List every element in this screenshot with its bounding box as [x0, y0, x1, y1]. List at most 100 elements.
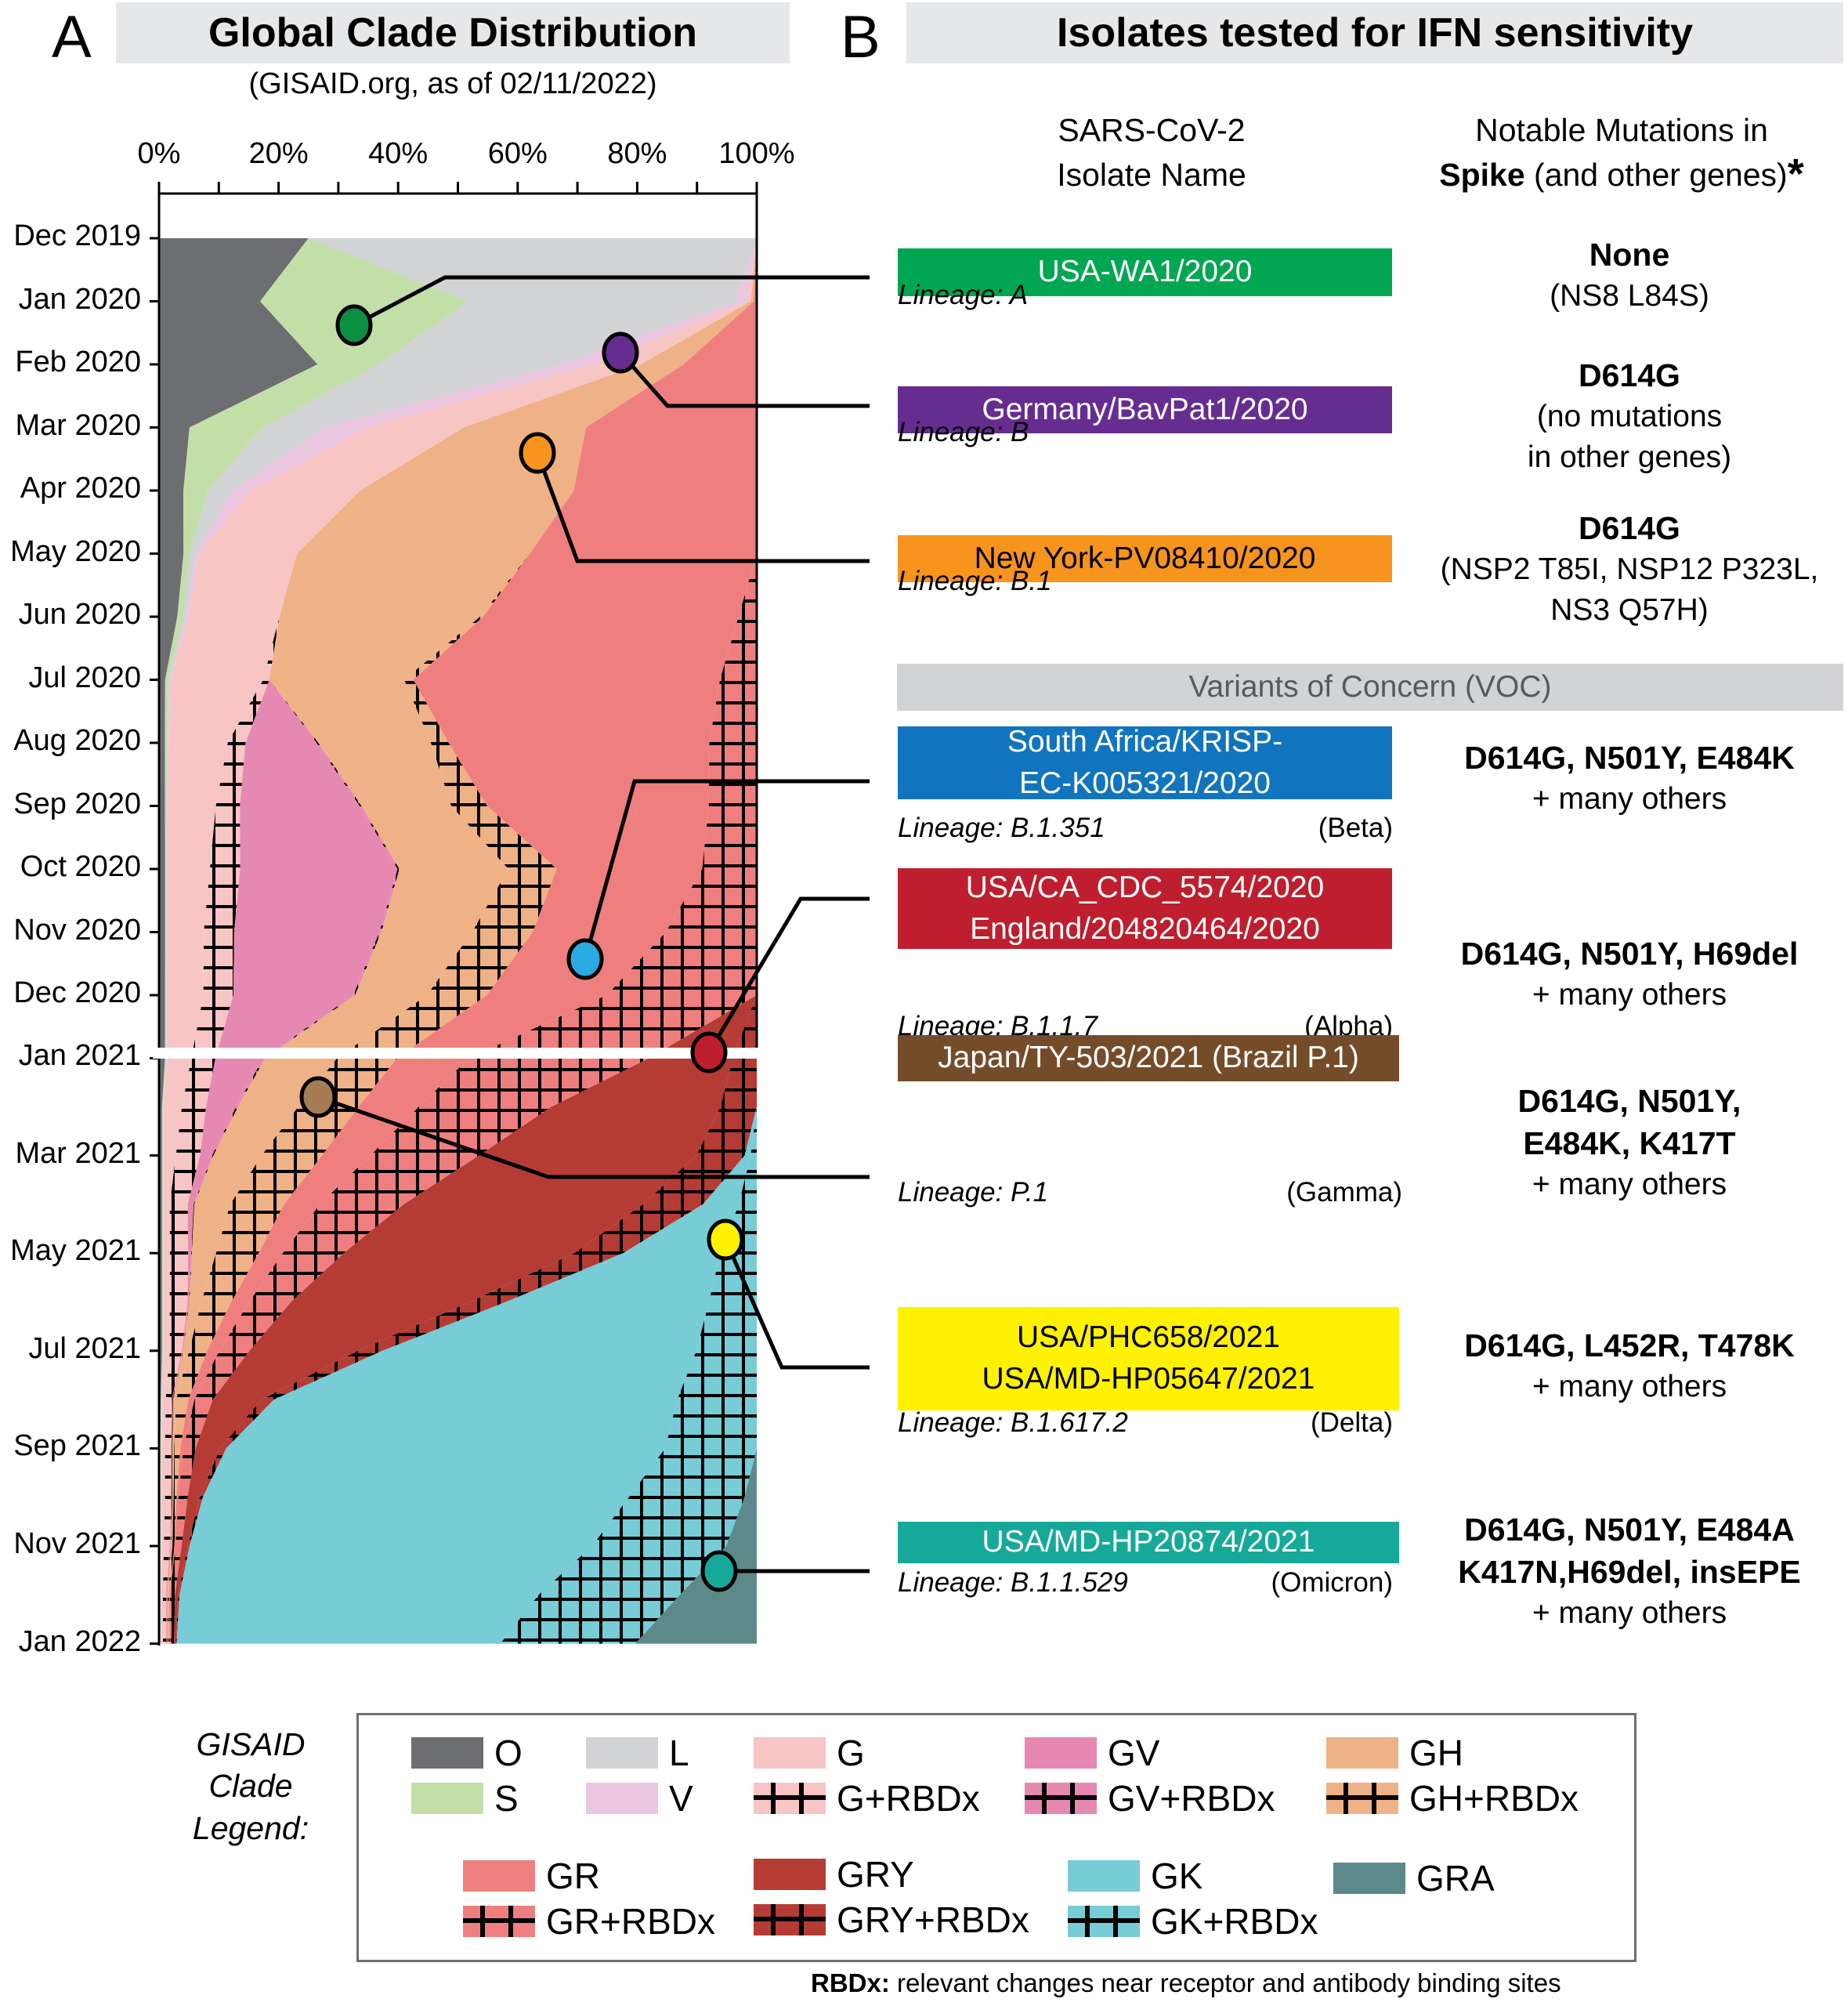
- spike-mutations: D614G, N501Y, E484K: [1464, 740, 1795, 776]
- y-tick-label: May 2021: [10, 1234, 141, 1268]
- legend-item: GR: [463, 1855, 600, 1897]
- other-mutations: + many others: [1532, 782, 1727, 817]
- isolate-name: Japan/TY-503/2021 (Brazil P.1): [938, 1041, 1359, 1075]
- hatch-g-rbdx: [162, 1058, 215, 1644]
- legend-item-label: GK+RBDx: [1151, 1901, 1318, 1942]
- legend-item: GRY+RBDx: [754, 1899, 1029, 1941]
- panel-a-letter: A: [52, 4, 92, 71]
- color-swatch-icon: [1025, 1737, 1097, 1769]
- isolate-name: USA/CA_CDC_5574/2020: [965, 870, 1325, 904]
- legend-item: GK: [1068, 1855, 1202, 1897]
- asterisk: *: [1787, 150, 1804, 198]
- mutation-list: D614G, N501Y, E484K + many others: [1410, 737, 1848, 820]
- area-gv: [215, 238, 757, 1059]
- legend-item: GRA: [1333, 1857, 1495, 1899]
- area-gry: [173, 1058, 733, 1644]
- legend-item-label: GR+RBDx: [546, 1901, 715, 1942]
- color-swatch-icon: [411, 1783, 483, 1814]
- color-swatch-icon: [1326, 1737, 1398, 1769]
- hatch-gh-rbdx: [168, 1058, 397, 1644]
- y-tick-label: Dec 2019: [13, 219, 141, 252]
- spike-mutations: D614G, N501Y,: [1517, 1083, 1741, 1119]
- other-mutations: + many others: [1532, 1168, 1727, 1202]
- y-tick-label: Feb 2020: [15, 346, 141, 378]
- legend-item: GH: [1326, 1732, 1463, 1774]
- legend-item: GR+RBDx: [463, 1900, 715, 1943]
- legend-item: GV+RBDx: [1025, 1777, 1275, 1820]
- legend-item-label: GRY: [837, 1854, 914, 1895]
- legend-item: GV: [1025, 1732, 1159, 1774]
- other-mutations: + many others: [1532, 1370, 1727, 1404]
- x-tick-label: 80%: [607, 137, 667, 170]
- lineage-label: Lineage: B.1.1.529: [898, 1567, 1128, 1598]
- area-gv: [166, 1058, 264, 1644]
- panel-b-title: Isolates tested for IFN sensitivity: [906, 2, 1843, 63]
- legend-title-line: Legend:: [192, 1809, 309, 1846]
- x-tick-label: 40%: [368, 137, 429, 170]
- legend-title-line: Clade: [208, 1768, 293, 1805]
- other-mutations: NS3 Q57H): [1550, 592, 1709, 627]
- isolate-name: USA/MD-HP20874/2021: [982, 1525, 1315, 1559]
- isolate-markers: [299, 304, 744, 1592]
- hatch-gr-rbdx: [468, 238, 757, 1059]
- isolate-name-box: USA/PHC658/2021 USA/MD-HP05647/2021: [898, 1307, 1399, 1410]
- legend-item-label: S: [494, 1778, 519, 1819]
- y-tick-label: May 2020: [10, 534, 141, 568]
- footnote-term: RBDx:: [811, 1968, 890, 1997]
- mutation-list: D614G, N501Y, H69del + many others: [1410, 932, 1848, 1016]
- legend-item-label: G+RBDx: [837, 1778, 980, 1819]
- connector-line: [723, 1238, 870, 1370]
- isolate-column-header: SARS-CoV-2 Isolate Name: [932, 108, 1371, 198]
- y-tick-label: Nov 2020: [13, 913, 141, 947]
- isolate-marker: [519, 432, 556, 474]
- mutation-list: D614G (NSP2 T85I, NSP12 P323L, NS3 Q57H): [1410, 507, 1848, 630]
- y-tick-label: Jun 2020: [18, 598, 141, 631]
- color-swatch-icon: [463, 1860, 535, 1892]
- isolate-name: EC-K005321/2020: [1019, 766, 1271, 800]
- isolate-name-box: South Africa/KRISP- EC-K005321/2020: [898, 725, 1392, 800]
- connector-line: [583, 779, 870, 960]
- isolate-name-box: USA/CA_CDC_5574/2020 England/204820464/20…: [898, 868, 1392, 949]
- other-mutations: (NSP2 T85I, NSP12 P323L,: [1440, 552, 1819, 587]
- area-o: [159, 1058, 165, 1644]
- mutation-header-line2: Spike (and other genes)*: [1402, 153, 1841, 197]
- axes: [150, 182, 758, 1646]
- y-tick-label: Jan 2020: [18, 282, 141, 316]
- isolate-header-line2: Isolate Name: [1057, 157, 1246, 194]
- area-g: [167, 238, 758, 1059]
- spike-label: Spike: [1439, 157, 1525, 194]
- spike-mutations: None: [1589, 237, 1670, 273]
- color-swatch-icon: [1333, 1863, 1405, 1894]
- legend-box: [356, 1713, 1636, 1962]
- mutation-list: None (NS8 L84S): [1410, 234, 1848, 317]
- x-tick-label: 60%: [487, 137, 548, 170]
- legend-item-label: GRY+RBDx: [837, 1899, 1029, 1940]
- area-v: [161, 1058, 168, 1644]
- spike-mutations: D614G, N501Y, E484A: [1464, 1512, 1795, 1548]
- lineage-label: Lineage: B.1: [898, 566, 1052, 596]
- y-tick-label: Oct 2020: [20, 850, 141, 883]
- color-swatch-icon: [754, 1737, 826, 1769]
- variant-name: (Delta): [1310, 1407, 1393, 1438]
- isolate-marker: [299, 1076, 337, 1118]
- other-mutations: (no mutations: [1536, 400, 1723, 434]
- legend-item-label: GV: [1108, 1733, 1160, 1773]
- area-s: [159, 1058, 167, 1644]
- hatched-swatch-icon: [754, 1783, 826, 1814]
- lineage-label: Lineage: B.1.617.2: [898, 1407, 1128, 1438]
- other-genes-label: (and other genes): [1524, 157, 1788, 194]
- y-tick-label: Mar 2021: [15, 1136, 141, 1170]
- lineage-label: Lineage: A: [898, 280, 1029, 310]
- other-mutations: in other genes): [1527, 440, 1732, 474]
- connector-line: [707, 896, 870, 1054]
- legend-title-line: GISAID: [196, 1726, 306, 1762]
- color-swatch-icon: [586, 1737, 658, 1769]
- y-tick-label: Apr 2020: [20, 472, 141, 505]
- legend-item: GH+RBDx: [1326, 1777, 1579, 1820]
- color-swatch-icon: [586, 1783, 658, 1814]
- rbdx-footnote: RBDx: relevant changes near receptor and…: [811, 1968, 1561, 1998]
- other-mutations: + many others: [1532, 978, 1727, 1012]
- area-gr: [169, 1058, 469, 1644]
- color-swatch-icon: [754, 1859, 826, 1890]
- connector-lines: [317, 275, 870, 1573]
